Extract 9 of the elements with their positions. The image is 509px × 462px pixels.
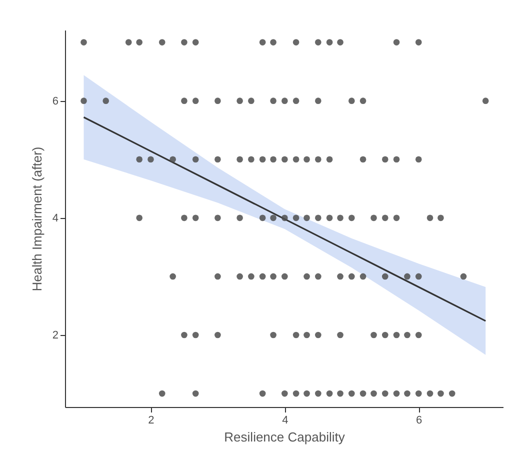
y-tick-label: 2	[52, 329, 58, 342]
y-axis-title: Health Impairment (after)	[29, 146, 44, 292]
y-tick-label: 4	[52, 212, 58, 224]
line-series	[82, 116, 486, 322]
x-tick-label: 4	[282, 414, 288, 426]
x-tick-label: 6	[416, 414, 422, 426]
x-axis-title: Resilience Capability	[224, 430, 346, 444]
x-tick-label: 2	[148, 414, 154, 426]
y-tick-label: 6	[52, 95, 58, 108]
